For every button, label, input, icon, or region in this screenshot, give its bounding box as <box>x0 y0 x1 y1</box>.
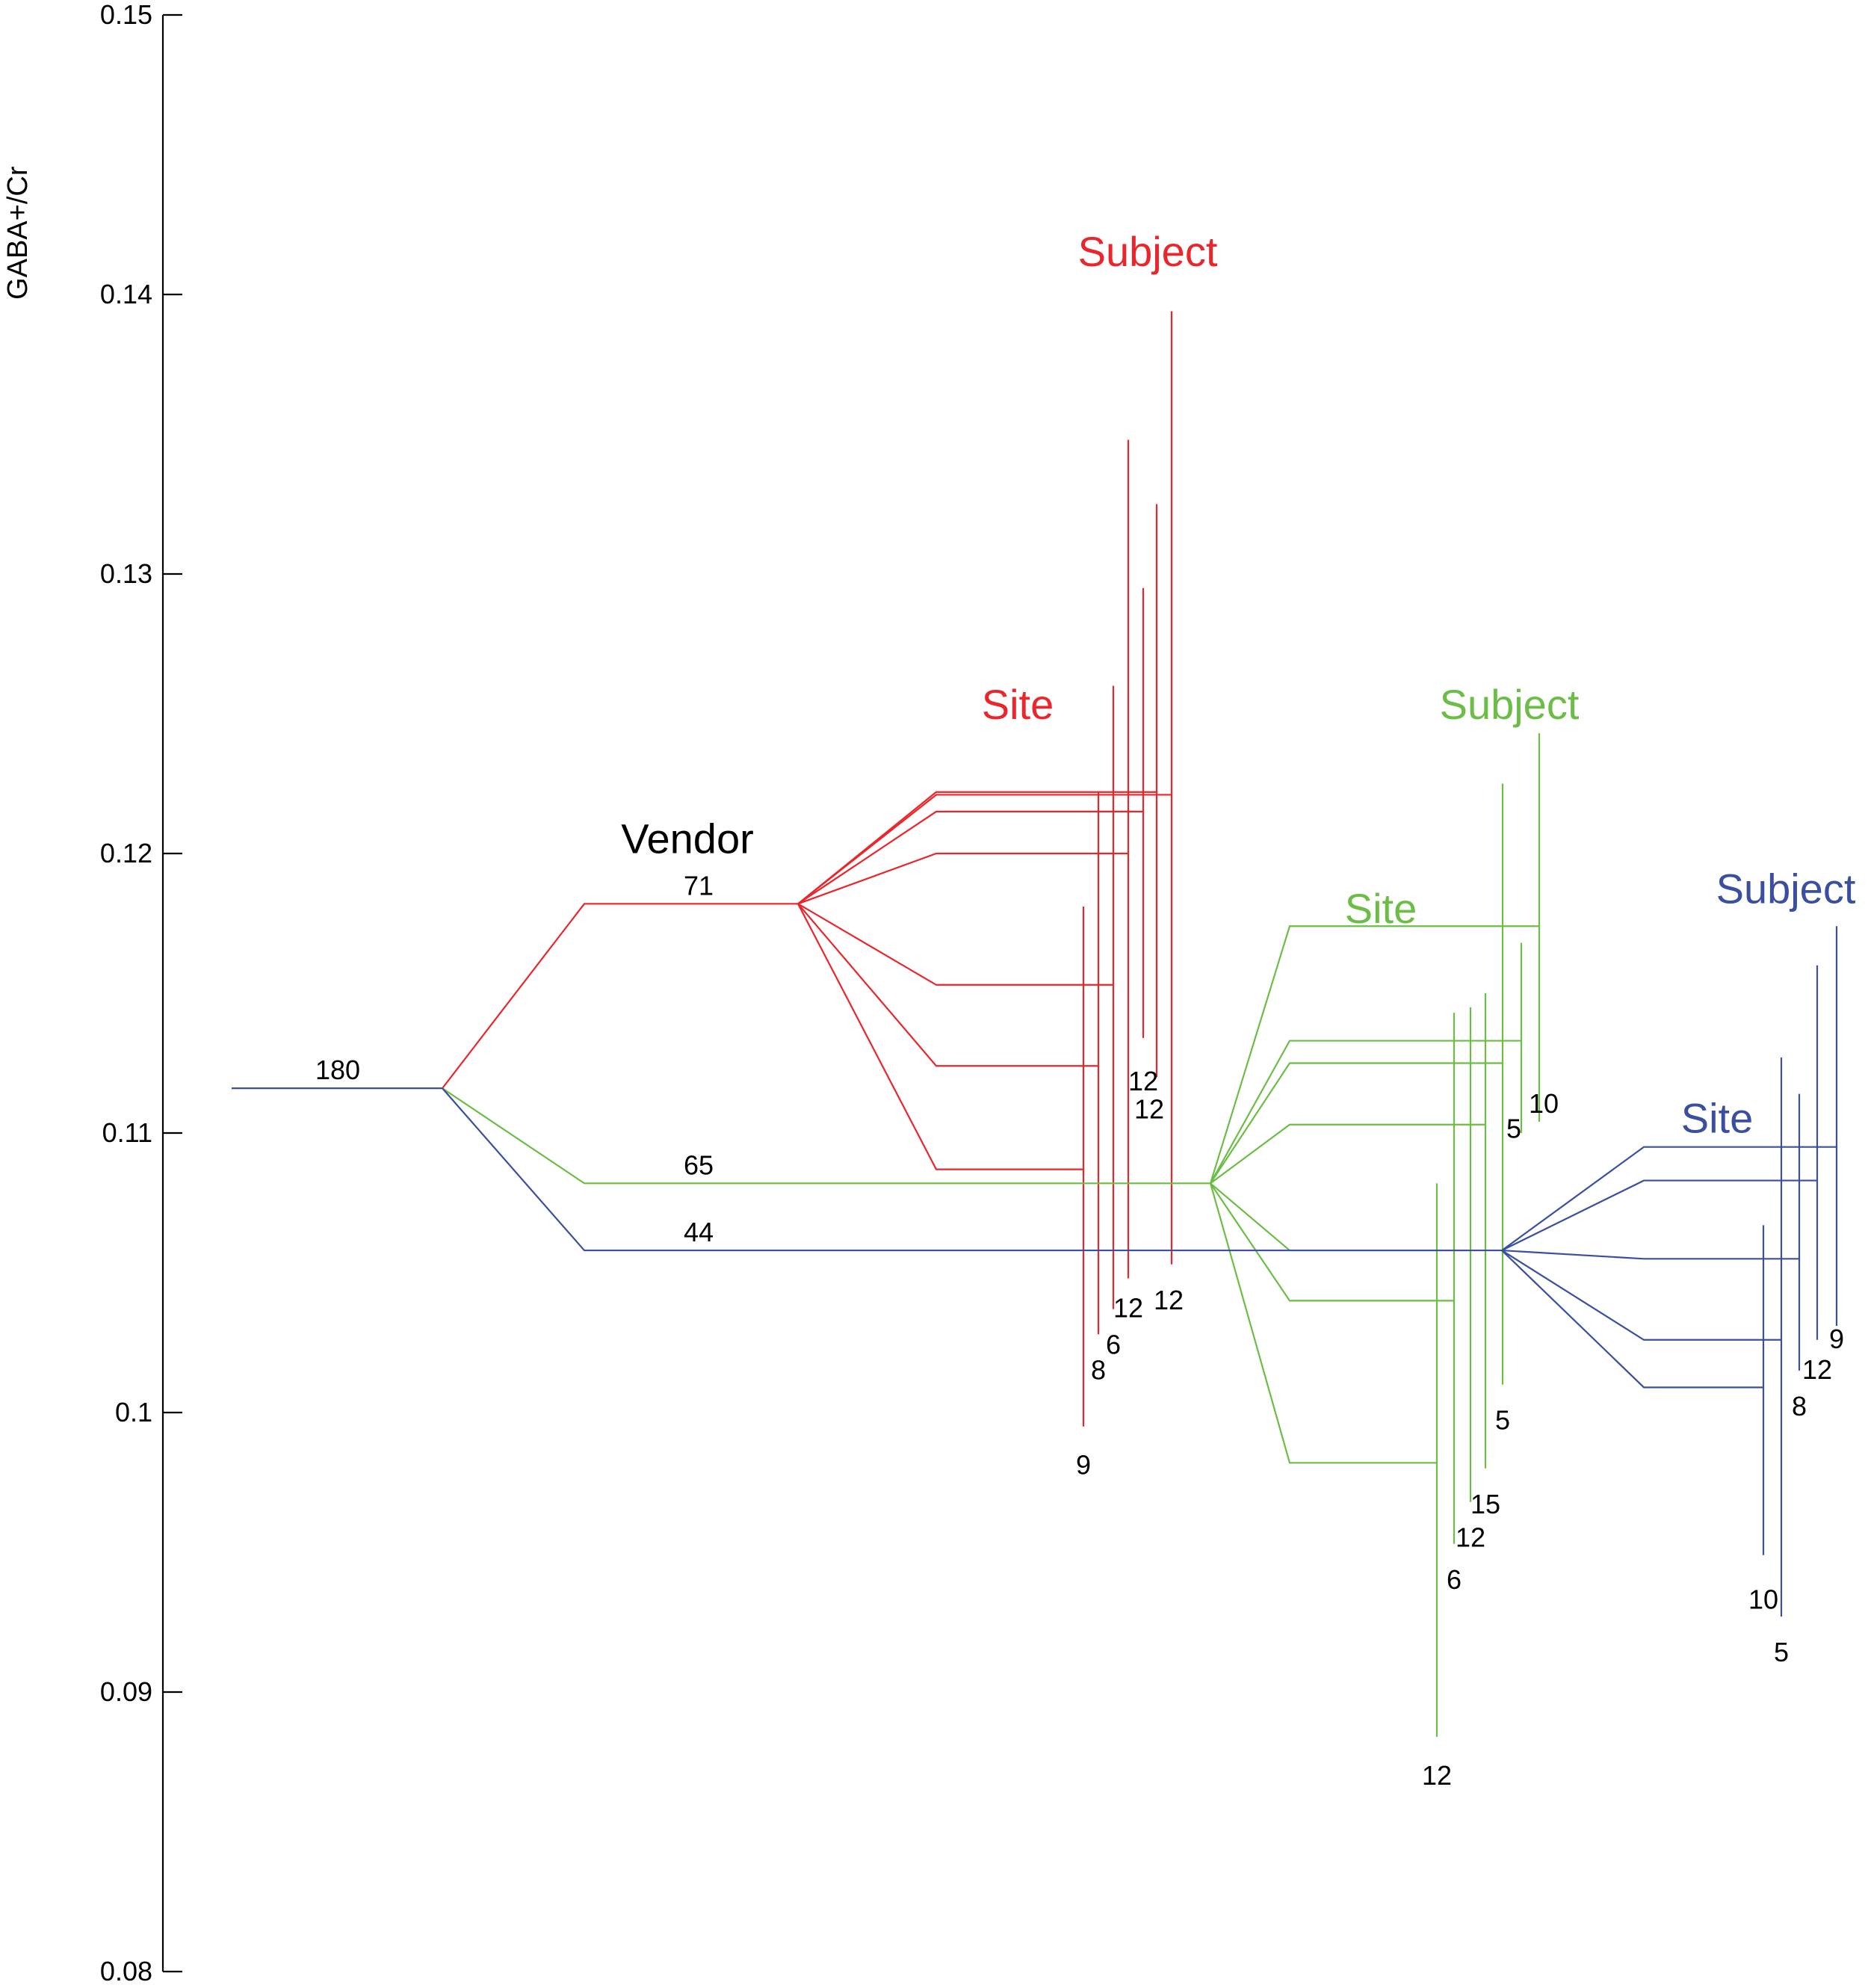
site-count-label: 6 <box>1106 1330 1121 1360</box>
level-label: Subject <box>1440 681 1580 728</box>
root-count-label: 180 <box>315 1055 360 1085</box>
y-tick-label: 0.11 <box>102 1117 152 1148</box>
y-axis-label: GABA+/Cr <box>2 166 34 300</box>
site-branch <box>1210 1182 1454 1302</box>
site-branch <box>1209 1183 1437 1464</box>
branches <box>232 311 1838 1737</box>
y-tick-label: 0.15 <box>100 0 152 30</box>
site-count-label: 5 <box>1774 1637 1789 1667</box>
vendor-branch <box>442 903 798 1089</box>
vendor-branch <box>442 1087 1210 1185</box>
site-count-label: 12 <box>1154 1285 1184 1315</box>
site-count-label: 5 <box>1495 1405 1510 1436</box>
site-count-label: 9 <box>1829 1324 1844 1354</box>
site-branch <box>797 810 1143 905</box>
site-count-label: 10 <box>1529 1088 1559 1119</box>
level-label: Subject <box>1078 228 1218 275</box>
site-branch <box>797 903 1098 1067</box>
level-label: Subject <box>1716 865 1856 913</box>
site-count-label: 12 <box>1128 1066 1158 1096</box>
site-branch <box>1501 1250 1763 1389</box>
level-labels: Vendor Site Subject Site Subject Subject Site <box>621 228 1856 1141</box>
site-count-label: 9 <box>1076 1450 1091 1481</box>
site-branch <box>1210 1062 1503 1184</box>
site-branch <box>797 791 1157 905</box>
site-branch <box>1210 1123 1485 1185</box>
y-tick-label: 0.14 <box>100 279 152 309</box>
site-count-label: 10 <box>1748 1584 1778 1615</box>
vendor-count-label: 65 <box>684 1149 714 1180</box>
site-branch <box>1210 1040 1521 1184</box>
site-branch <box>797 903 1113 986</box>
y-tick-label: 0.09 <box>100 1676 152 1707</box>
vendor-count-label: 71 <box>684 870 714 901</box>
site-count-label: 12 <box>1456 1522 1485 1553</box>
site-branch <box>1501 1146 1837 1251</box>
y-axis: 0.08 0.09 0.1 0.11 0.12 0.13 0.14 0.15 <box>100 0 182 1987</box>
site-count-label: 8 <box>1792 1391 1807 1421</box>
site-branch <box>797 794 1172 905</box>
level-label: Site <box>1681 1094 1754 1141</box>
site-count-label: 5 <box>1506 1114 1521 1144</box>
site-branch <box>797 903 1083 1170</box>
site-branch <box>1501 1249 1799 1260</box>
site-count-label: 12 <box>1802 1354 1832 1385</box>
site-branch <box>1209 925 1539 1184</box>
site-branch <box>1501 1250 1781 1341</box>
site-count-label: 12 <box>1113 1292 1143 1323</box>
vendor-branch <box>442 1087 1502 1252</box>
site-count-label: 12 <box>1422 1760 1452 1791</box>
vendor-count-label: 44 <box>684 1217 714 1247</box>
site-branch <box>1501 1179 1817 1252</box>
level-label: Site <box>982 681 1054 728</box>
level-label: Site <box>1345 885 1417 932</box>
site-count-label: 15 <box>1470 1489 1500 1519</box>
site-count-label: 6 <box>1447 1564 1462 1595</box>
y-tick-label: 0.1 <box>115 1397 152 1427</box>
y-tick-label: 0.13 <box>100 558 152 589</box>
level-label: Vendor <box>621 815 754 862</box>
y-tick-label: 0.12 <box>100 838 152 868</box>
y-tick-label: 0.08 <box>100 1956 152 1987</box>
site-count-label: 12 <box>1134 1093 1164 1124</box>
site-count-label: 8 <box>1091 1354 1106 1385</box>
site-branch <box>797 852 1128 905</box>
